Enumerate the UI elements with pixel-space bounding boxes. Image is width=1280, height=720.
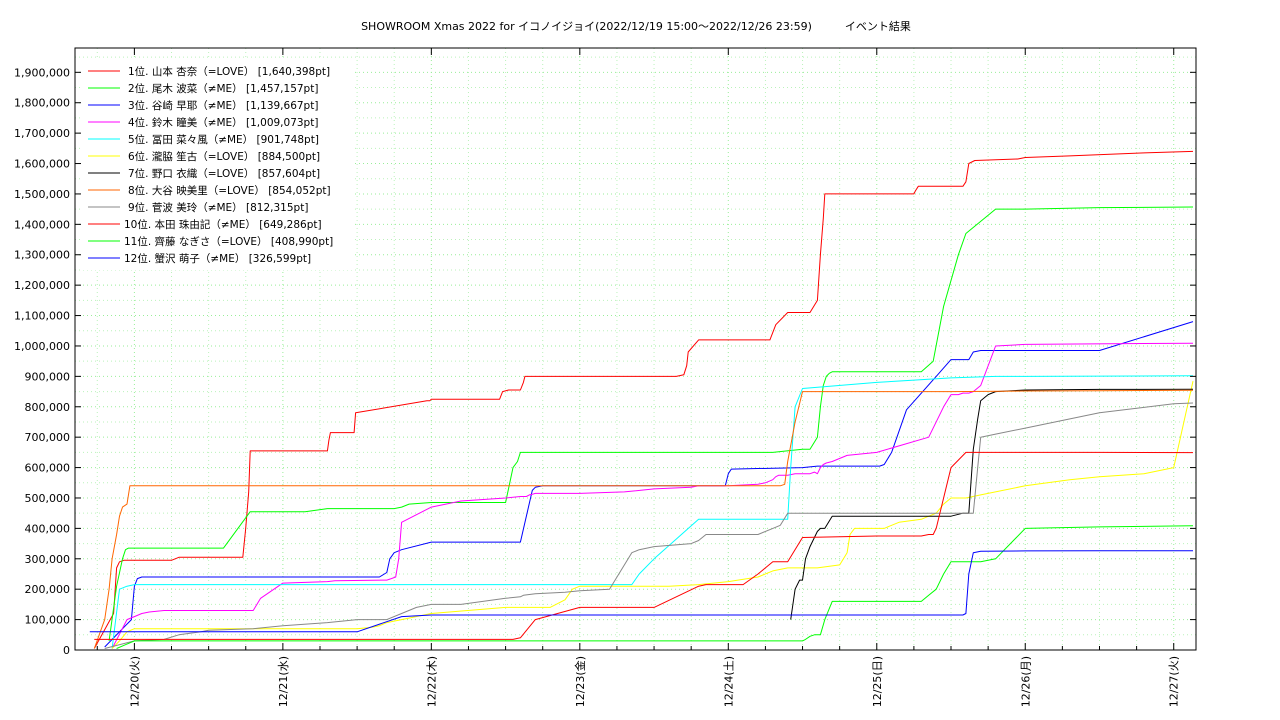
series-line-1 [93,150,1194,649]
legend-label: 7位. 野口 衣織（=LOVE） [857,604pt] [128,167,320,180]
legend: 1位. 山本 杏奈（=LOVE） [1,640,398pt] 2位. 尾木 波菜（… [82,58,354,270]
legend-label: 12位. 蟹沢 萌子（≠ME） [326,599pt] [124,252,311,265]
x-tick-label: 12/23(金) [573,656,587,707]
series-line-8 [93,389,1194,649]
y-tick-label: 200,000 [25,583,71,596]
series-line-6 [111,380,1194,649]
legend-label: 6位. 瀧脇 笙古（=LOVE） [884,500pt] [128,150,320,163]
y-tick-label: 1,700,000 [14,127,70,140]
x-tick-label: 12/20(火) [128,656,141,707]
legend-label: 4位. 鈴木 瞳美（≠ME） [1,009,073pt] [128,116,318,129]
y-tick-label: 600,000 [25,462,71,475]
series-line-3 [104,321,1194,648]
chart-title: SHOWROOM Xmas 2022 for イコノイジョイ(2022/12/1… [361,20,911,33]
y-tick-label: 1,900,000 [14,66,70,79]
legend-label: 10位. 本田 珠由記（≠ME） [649,286pt] [124,218,322,231]
x-tick-label: 12/25(日) [871,656,884,707]
x-tick-label: 12/26(月) [1019,656,1032,707]
x-axis: 12/20(火) 12/21(水) 12/22(木) 12/23(金) 12/24(土)… [96,48,1181,707]
legend-label: 1位. 山本 杏奈（=LOVE） [1,640,398pt] [128,65,330,78]
x-tick-label: 12/22(木) [425,656,438,707]
legend-label: 11位. 齊藤 なぎさ（=LOVE） [408,990pt] [124,235,333,248]
y-tick-label: 0 [63,644,70,657]
y-tick-label: 900,000 [25,370,71,383]
series-line-12 [89,550,1194,633]
y-tick-label: 400,000 [25,522,71,535]
series-line-2 [108,206,1194,641]
y-axis: 0 100,000 200,000 300,000 400,000 500,000 600,… [14,66,1196,657]
plot-frame [74,47,1197,651]
series-line-7 [790,388,1194,620]
x-tick-label: 12/24(土) [722,656,735,707]
plot-area [89,150,1194,649]
series-line-9 [104,402,1194,649]
y-tick-label: 1,500,000 [14,188,70,201]
y-tick-label: 100,000 [25,614,71,627]
y-tick-label: 300,000 [25,553,71,566]
series-line-4 [111,342,1194,649]
y-tick-label: 800,000 [25,401,71,414]
series-line-10 [94,451,1194,640]
y-tick-label: 1,200,000 [14,279,70,292]
legend-label: 5位. 冨田 菜々風（≠ME） [901,748pt] [128,133,319,146]
y-tick-label: 1,800,000 [14,97,70,110]
series-line-11 [116,525,1194,649]
y-tick-label: 1,400,000 [14,218,70,231]
legend-label: 8位. 大谷 映美里（=LOVE） [854,052pt] [128,184,331,197]
y-tick-label: 1,600,000 [14,158,70,171]
series-line-5 [111,375,1194,649]
y-tick-label: 500,000 [25,492,71,505]
x-tick-label: 12/21(水) [277,656,290,707]
y-tick-label: 1,100,000 [14,310,70,323]
y-tick-label: 1,000,000 [14,340,70,353]
legend-label: 2位. 尾木 波菜（≠ME） [1,457,157pt] [128,82,318,95]
y-tick-label: 700,000 [25,431,71,444]
y-tick-label: 1,300,000 [14,249,70,262]
legend-label: 9位. 菅波 美玲（≠ME） [812,315pt] [128,201,308,214]
x-tick-label: 12/27(火) [1168,656,1181,707]
legend-background [82,58,354,270]
legend-label: 3位. 谷崎 早耶（≠ME） [1,139,667pt] [128,99,318,112]
